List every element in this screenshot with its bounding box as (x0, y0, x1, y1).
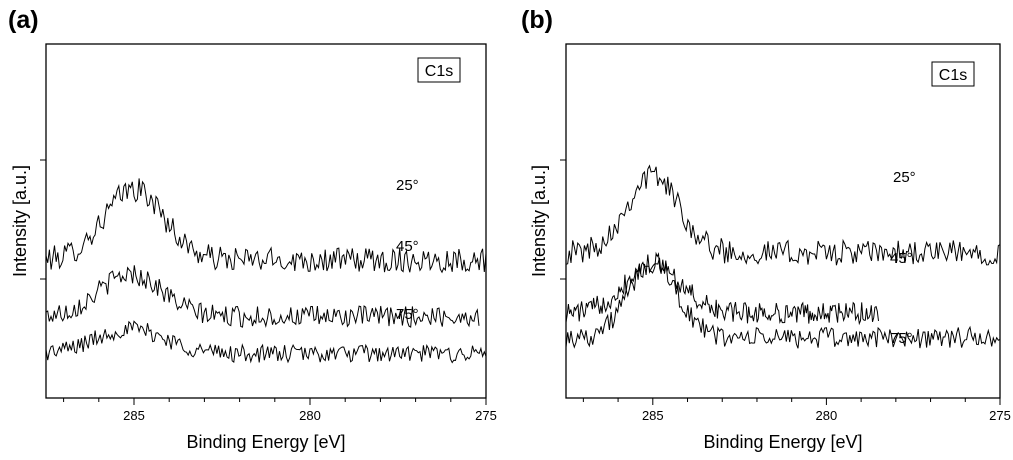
x-tick-label: 275 (989, 408, 1011, 423)
spectrum-line-0 (565, 164, 1001, 266)
c1s-badge: C1s (939, 67, 967, 84)
spectrum-line-1 (565, 251, 879, 326)
series-label: 25° (396, 177, 419, 194)
series-label: 45° (396, 238, 419, 255)
spectrum-line-2 (565, 254, 1001, 349)
spectrum-line-1 (45, 265, 480, 328)
plot-frame (565, 43, 1001, 399)
x-tick-label: 280 (299, 408, 321, 423)
c1s-badge-box (931, 61, 975, 87)
x-tick-label: 275 (475, 408, 497, 423)
x-axis-title: Binding Energy [eV] (186, 432, 345, 452)
spectrum-line-0 (45, 178, 487, 274)
series-label: 25° (893, 169, 916, 186)
x-axis-title: Binding Energy [eV] (703, 432, 862, 452)
c1s-badge: C1s (425, 63, 453, 80)
x-tick-label: 285 (123, 408, 145, 423)
plot-frame (45, 43, 487, 399)
series-label: 75° (890, 330, 913, 347)
panel-label: (b) (521, 6, 553, 34)
series-label: 45° (890, 250, 913, 267)
series-label: 75° (396, 306, 419, 323)
x-tick-label: 285 (642, 408, 664, 423)
panel-a: (a) 285 280 275 Binding Energy [eV] Intensity… (8, 6, 497, 452)
y-axis-title: Intensity [a.u.] (529, 165, 549, 277)
panel-b: (b) 285 280 275 Binding Energy [eV] Intensity… (521, 6, 1011, 452)
panel-label: (a) (8, 6, 39, 34)
spectrum-line-2 (45, 320, 487, 364)
y-axis-title: Intensity [a.u.] (10, 165, 30, 277)
x-tick-label: 280 (816, 408, 838, 423)
c1s-badge-box (417, 57, 461, 83)
